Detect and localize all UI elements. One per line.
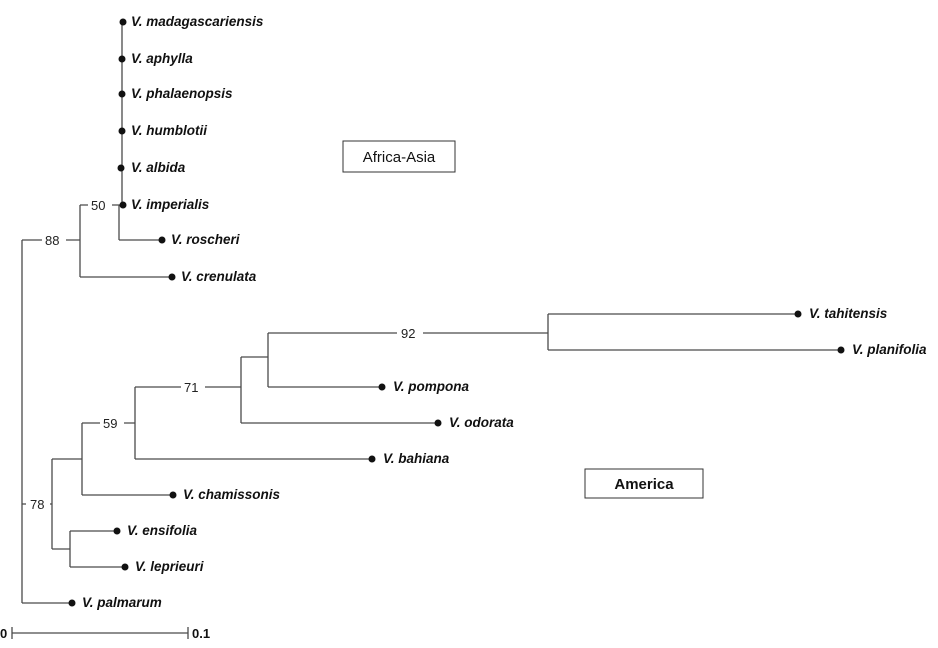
taxon-label: V. roscheri	[171, 232, 240, 247]
taxon-label: V. albida	[131, 160, 186, 175]
taxon-label: V. palmarum	[82, 595, 162, 610]
support-bg	[100, 416, 124, 431]
tip-dot	[118, 55, 126, 63]
tip-dot	[378, 383, 386, 391]
support-bg	[42, 233, 66, 248]
support-value: 78	[30, 497, 44, 512]
support-bg	[88, 198, 112, 213]
tip-dot	[121, 563, 129, 571]
tip-dot	[368, 455, 376, 463]
tip-dot	[168, 273, 176, 281]
taxon-label: V. ensifolia	[127, 523, 198, 538]
taxon-label: V. imperialis	[131, 197, 210, 212]
region-label: Africa-Asia	[363, 149, 436, 166]
region-africa-asia: Africa-Asia	[342, 140, 456, 173]
tip-dot	[837, 346, 845, 354]
taxon-label: V. odorata	[449, 415, 514, 430]
support-bg	[26, 497, 50, 512]
taxon-label: V. tahitensis	[809, 306, 888, 321]
support-value: 71	[184, 380, 198, 395]
taxon-label: V. planifolia	[852, 342, 927, 357]
support-value: 50	[91, 198, 105, 213]
region-label: America	[614, 476, 674, 493]
scale-end-label: 0.1	[192, 626, 210, 641]
region-america: America	[584, 468, 704, 499]
taxon-label: V. phalaenopsis	[131, 86, 233, 101]
taxon-label: V. chamissonis	[183, 487, 281, 502]
taxon-label: V. madagascariensis	[131, 14, 264, 29]
tip-dot	[113, 527, 121, 535]
support-bg	[397, 326, 423, 341]
support-value: 59	[103, 416, 117, 431]
tip-dot	[434, 419, 442, 427]
tip-dot	[119, 201, 127, 209]
tip-dot	[118, 90, 126, 98]
taxon-label: V. humblotii	[131, 123, 207, 138]
tip-dot	[118, 127, 126, 135]
taxon-label: V. aphylla	[131, 51, 193, 66]
tip-dot	[794, 310, 802, 318]
support-value: 92	[401, 326, 415, 341]
taxon-label: V. bahiana	[383, 451, 450, 466]
scale-start-label: 0	[0, 626, 7, 641]
tip-dot	[117, 164, 125, 172]
tip-dot	[158, 236, 166, 244]
tip-dot	[68, 599, 76, 607]
support-value: 88	[45, 233, 59, 248]
taxon-label: V. leprieuri	[135, 559, 204, 574]
scale-bar: 0 0.1	[0, 626, 210, 641]
tip-dot	[119, 18, 127, 26]
taxon-label: V. crenulata	[181, 269, 257, 284]
taxon-label: V. pompona	[393, 379, 470, 394]
tip-dot	[169, 491, 177, 499]
support-bg	[181, 380, 205, 395]
